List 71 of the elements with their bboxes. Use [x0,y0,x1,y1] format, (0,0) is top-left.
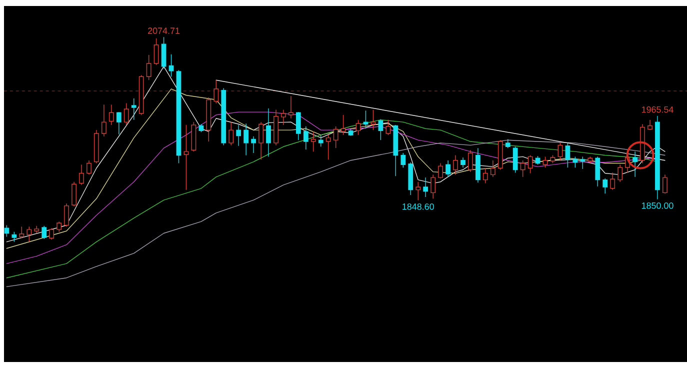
candlestick [310,131,316,152]
candlestick [12,231,17,242]
candlestick [430,174,436,199]
candlestick [572,156,578,168]
candlestick [400,152,406,168]
annotation: 1848.60 [402,203,434,210]
candlestick [632,151,638,178]
candlestick [26,226,32,242]
candlestick [340,114,346,136]
candlestick [161,36,166,69]
candlestick [490,160,496,178]
candlestick [146,54,152,80]
candlestick [303,126,308,150]
candlestick [333,126,338,148]
candlestick [438,162,443,179]
candlestick [416,182,421,201]
candlestick [446,160,450,178]
candlestick [244,123,248,156]
candlestick [49,228,54,240]
candlestick [296,112,301,140]
candlestick [528,154,533,174]
candlestick [42,226,47,240]
candlestick [460,157,466,168]
annotation: 1850.00 [642,202,674,209]
candlestick [116,112,122,135]
candlestick [184,124,189,190]
candlestick [72,182,76,207]
candlestick [542,156,548,168]
candlestick [19,226,24,238]
candlestick [288,96,294,119]
candlestick [602,178,608,194]
candlestick [662,174,668,194]
candlestick [86,160,92,176]
candlestick [482,168,488,184]
candlestick [648,119,652,130]
candlestick [318,134,324,147]
candlestick [154,38,159,66]
candlestick [565,142,570,168]
candlestick [228,122,234,146]
candlestick [4,224,10,238]
candlestick [131,98,136,120]
candlestick [79,164,84,186]
candlestick [363,110,368,129]
candlestick [251,136,256,154]
candlestick [595,156,600,187]
candlestick [558,142,563,161]
candlestick [423,177,428,198]
candlestick [356,119,361,136]
candlestick [214,80,219,104]
candlestick [56,221,62,232]
candlestick [520,160,526,178]
candlestick [370,109,376,130]
candlestick [453,154,458,176]
candlestick [580,156,586,170]
candlestick [512,146,518,173]
candlestick [258,122,264,160]
candlestick [108,104,114,126]
candlestick [236,124,242,146]
candlestick [64,203,69,228]
candlestick [266,108,271,158]
candlestick [386,119,391,136]
candlestick [101,104,106,137]
annotation: 1965.54 [642,106,674,113]
candlestick [378,118,384,140]
candlestick [124,102,129,126]
candlestick [326,134,331,160]
candlestick [618,164,623,182]
candlestick [610,172,616,190]
annotation: 2074.71 [148,28,180,34]
candlestick [468,150,473,172]
candlestick [281,109,286,126]
